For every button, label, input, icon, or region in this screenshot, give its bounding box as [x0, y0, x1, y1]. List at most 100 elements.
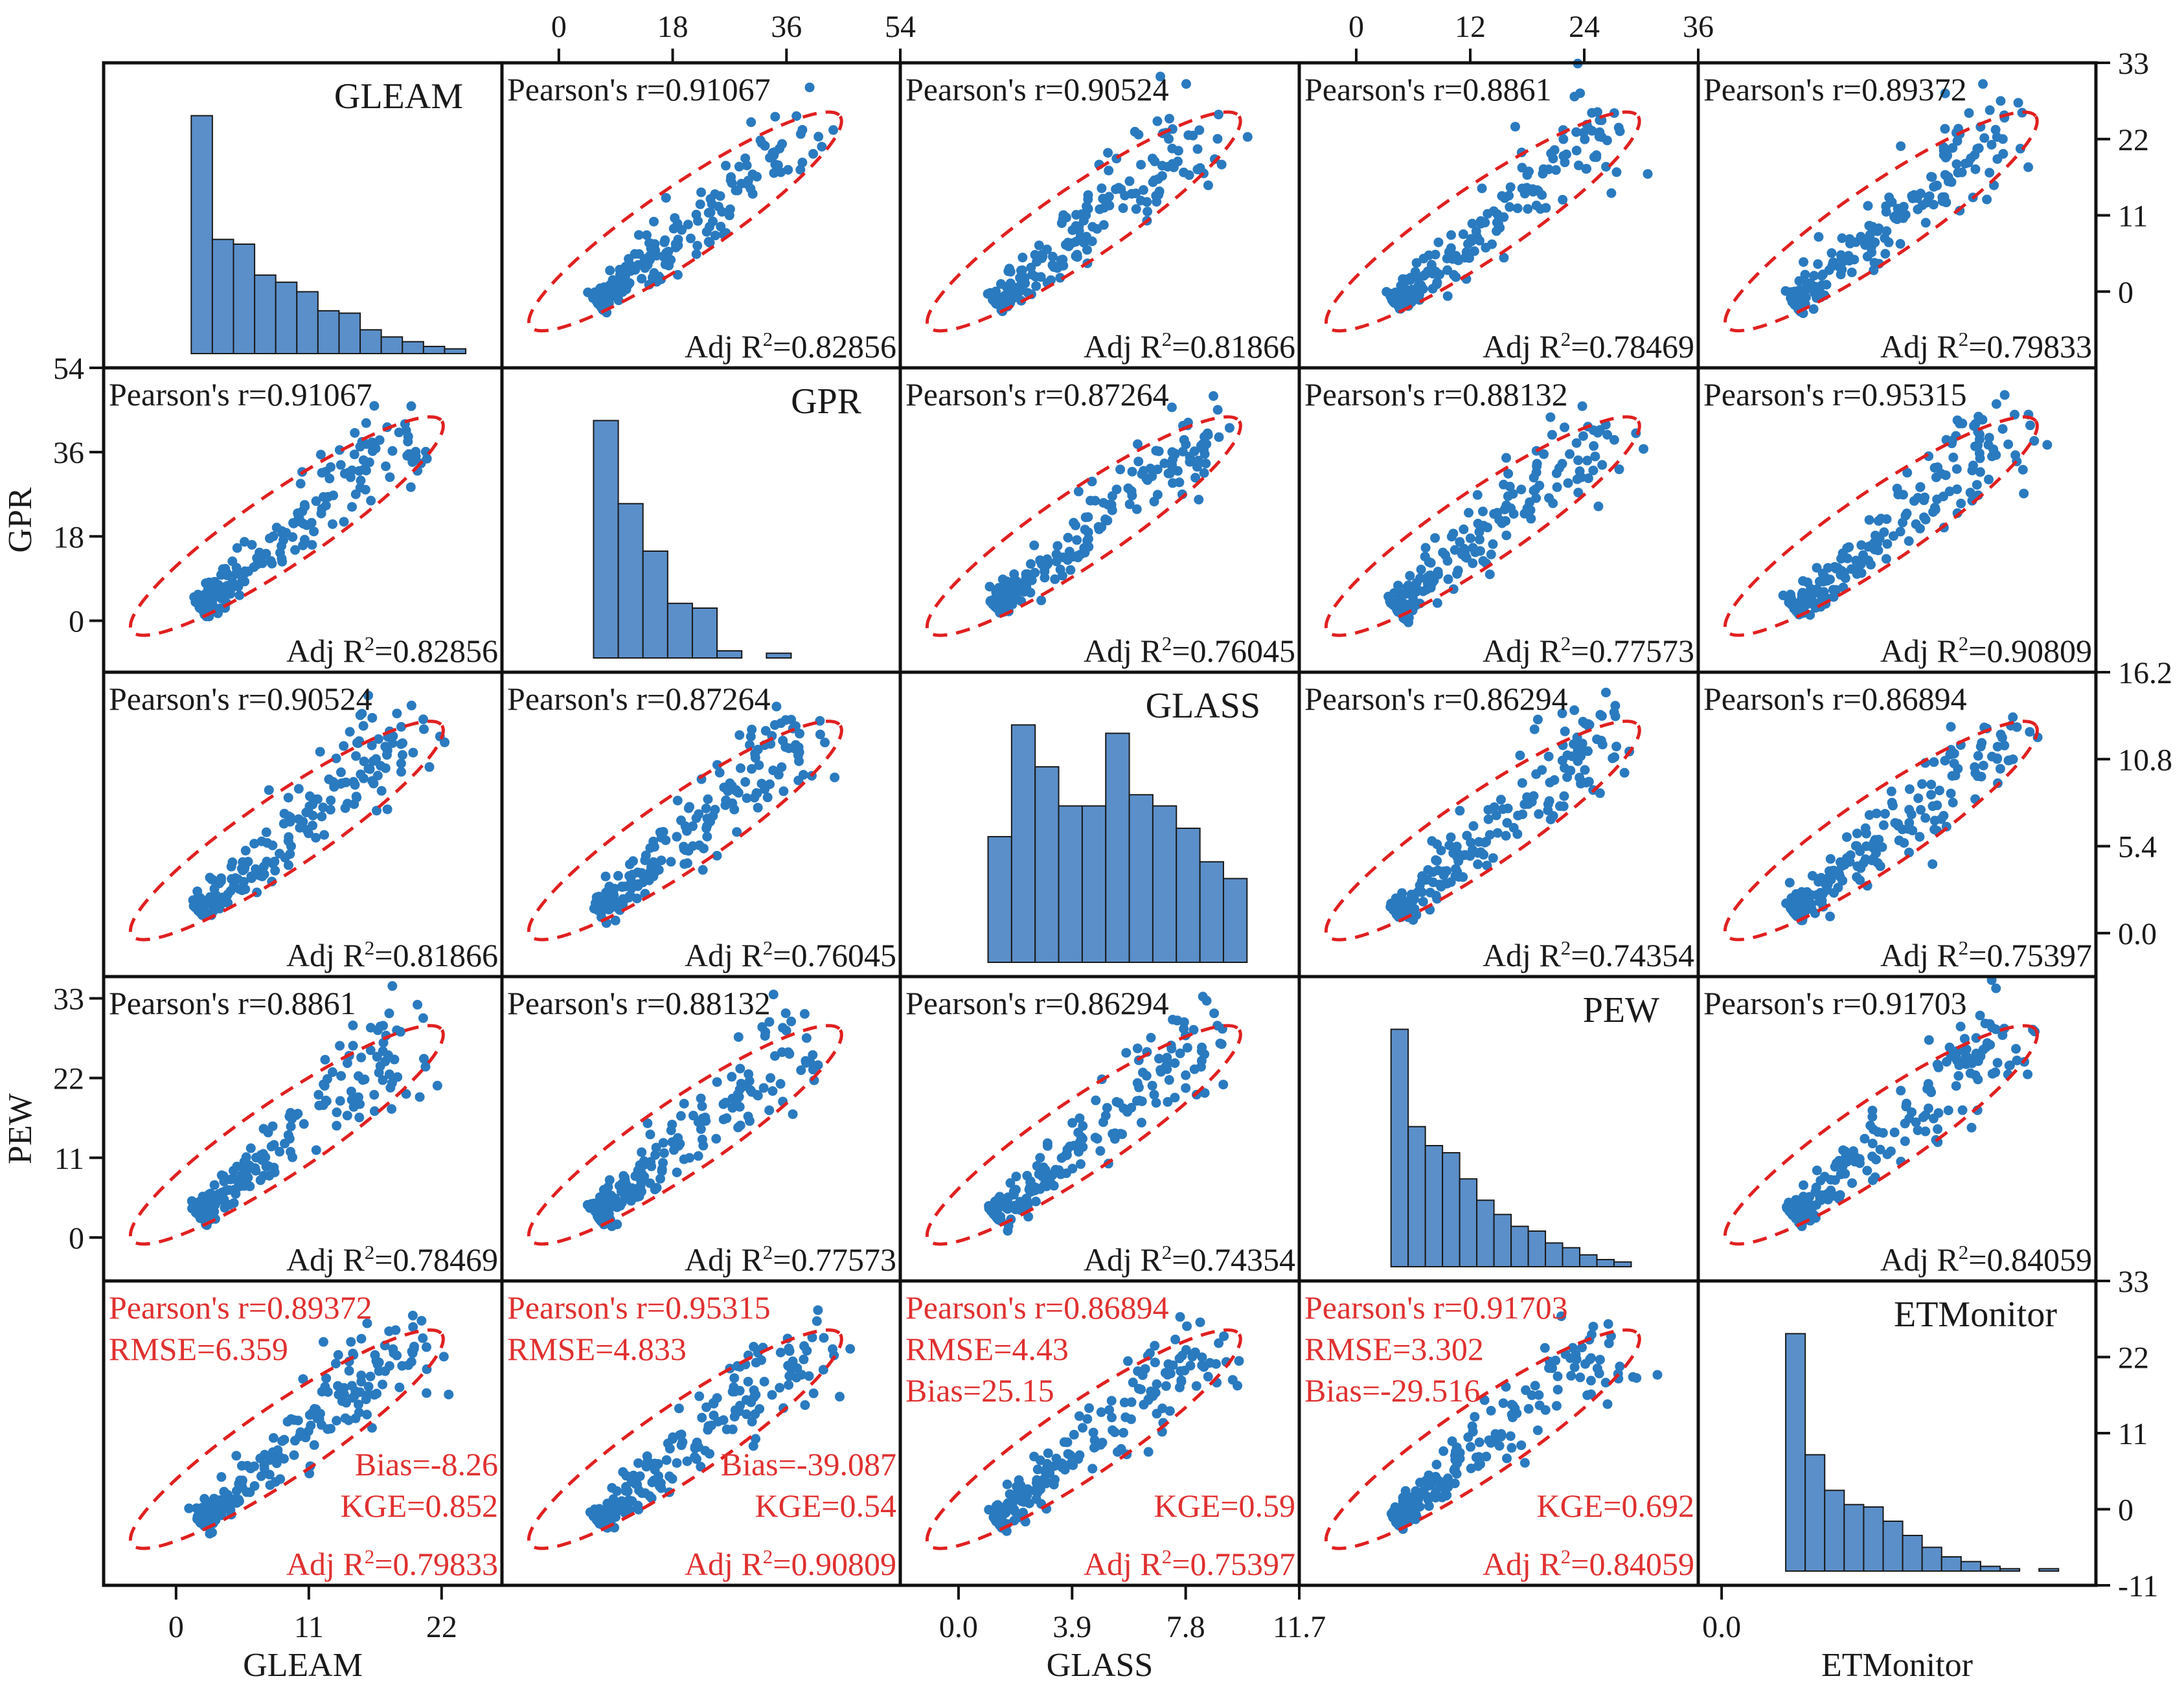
y-tick-label: 0 — [69, 604, 84, 639]
metric-rmse: RMSE=4.43 — [905, 1331, 1069, 1367]
scatter-point — [1575, 466, 1585, 477]
scatter-point — [1113, 1447, 1123, 1457]
scatter-point — [333, 1350, 343, 1360]
scatter-point — [685, 233, 696, 243]
scatter-point — [1832, 868, 1843, 879]
scatter-point — [1451, 1469, 1462, 1479]
confidence-ellipse — [926, 110, 1242, 333]
scatter-point — [1892, 483, 1902, 493]
scatter-point — [600, 871, 611, 881]
scatter-point — [605, 266, 615, 276]
y-tick-label: 0 — [69, 1221, 84, 1256]
scatter-point — [277, 554, 287, 564]
scatter-point — [1588, 465, 1598, 475]
scatter-point — [1474, 534, 1484, 545]
scatter-point — [1538, 164, 1549, 174]
scatter-point — [813, 1305, 823, 1315]
scatter-point — [205, 872, 215, 883]
scatter-point — [1501, 530, 1512, 541]
scatter-point — [813, 131, 824, 142]
scatter-point — [729, 1373, 740, 1383]
scatter-point — [1161, 1062, 1171, 1072]
scatter-point — [212, 608, 223, 618]
scatter-point — [804, 82, 815, 93]
metric-adj-r2: Adj R2=0.84059 — [1483, 1545, 1694, 1582]
scatter-point — [1924, 1035, 1934, 1045]
scatter-point — [1558, 134, 1569, 144]
scatter-point — [1133, 1082, 1144, 1093]
panel-PEW-PEW: PEW — [1297, 975, 1700, 1283]
scatter-point — [261, 827, 271, 837]
scatter-point — [711, 1133, 722, 1144]
scatter-point — [255, 1175, 266, 1185]
scatter-point — [1815, 1190, 1826, 1201]
scatter-point — [398, 738, 408, 749]
scatter-point — [334, 1390, 344, 1400]
scatter-point — [997, 574, 1008, 585]
scatter-point — [1864, 515, 1874, 525]
scatter-point — [1161, 1381, 1171, 1391]
scatter-point — [333, 1381, 343, 1391]
y-tick-label: 11 — [2118, 199, 2148, 234]
scatter-point — [1022, 1171, 1032, 1181]
scatter-point — [1842, 543, 1852, 553]
scatter-point — [1404, 580, 1414, 591]
scatter-point — [1100, 514, 1111, 525]
histogram-bar — [1476, 1199, 1495, 1268]
scatter-point — [1124, 499, 1135, 510]
metric-adj-r2: Adj R2=0.77573 — [1483, 632, 1694, 669]
scatter-point — [1972, 480, 1982, 490]
scatter-point — [1416, 564, 1426, 574]
scatter-point — [685, 802, 695, 812]
scatter-point — [740, 153, 751, 163]
scatter-point — [1430, 1472, 1440, 1482]
scatter-point — [309, 526, 319, 537]
scatter-point — [1948, 142, 1958, 153]
scatter-point — [1800, 596, 1810, 607]
scatter-point — [775, 1079, 786, 1089]
scatter-point — [1864, 220, 1874, 231]
scatter-point — [1450, 1455, 1461, 1465]
scatter-point — [1074, 226, 1084, 236]
scatter-point — [340, 803, 350, 813]
scatter-point — [784, 1371, 795, 1381]
scatter-point — [681, 845, 691, 855]
scatter-point — [308, 799, 318, 810]
scatter-point — [1924, 191, 1935, 201]
metric-kge: KGE=0.54 — [755, 1488, 896, 1524]
scatter-point — [1082, 245, 1092, 255]
scatter-point — [1170, 1058, 1180, 1069]
scatter-point — [1412, 1495, 1422, 1506]
scatter-point — [1780, 286, 1791, 296]
scatter-point — [1839, 567, 1849, 578]
histogram-bar — [1459, 1178, 1478, 1268]
scatter-point — [1865, 242, 1876, 252]
confidence-ellipse — [527, 110, 843, 333]
scatter-point — [187, 1196, 197, 1206]
scatter-point — [1420, 543, 1431, 553]
scatter-point — [1576, 748, 1587, 758]
scatter-point — [792, 1363, 802, 1374]
scatter-point — [1528, 187, 1538, 197]
scatter-point — [1462, 830, 1472, 841]
scatter-point — [1966, 1122, 1977, 1133]
scatter-point — [348, 1020, 358, 1030]
scatter-point — [676, 1440, 687, 1451]
scatter-point — [264, 785, 274, 795]
scatter-point — [1524, 166, 1534, 177]
scatter-point — [327, 1067, 337, 1078]
scatter-point — [1913, 793, 1924, 804]
scatter-point — [288, 532, 298, 542]
scatter-point — [418, 1013, 428, 1023]
scatter-point — [788, 1109, 798, 1119]
scatter-point — [193, 589, 203, 600]
scatter-point — [984, 582, 995, 592]
scatter-point — [613, 903, 624, 914]
scatter-point — [1855, 846, 1865, 857]
scatter-point — [750, 1409, 760, 1420]
scatter-point — [1098, 1117, 1108, 1127]
scatter-point — [1127, 466, 1137, 477]
scatter-point — [1974, 411, 1984, 422]
scatter-point — [797, 157, 808, 168]
scatter-point — [1200, 438, 1210, 449]
